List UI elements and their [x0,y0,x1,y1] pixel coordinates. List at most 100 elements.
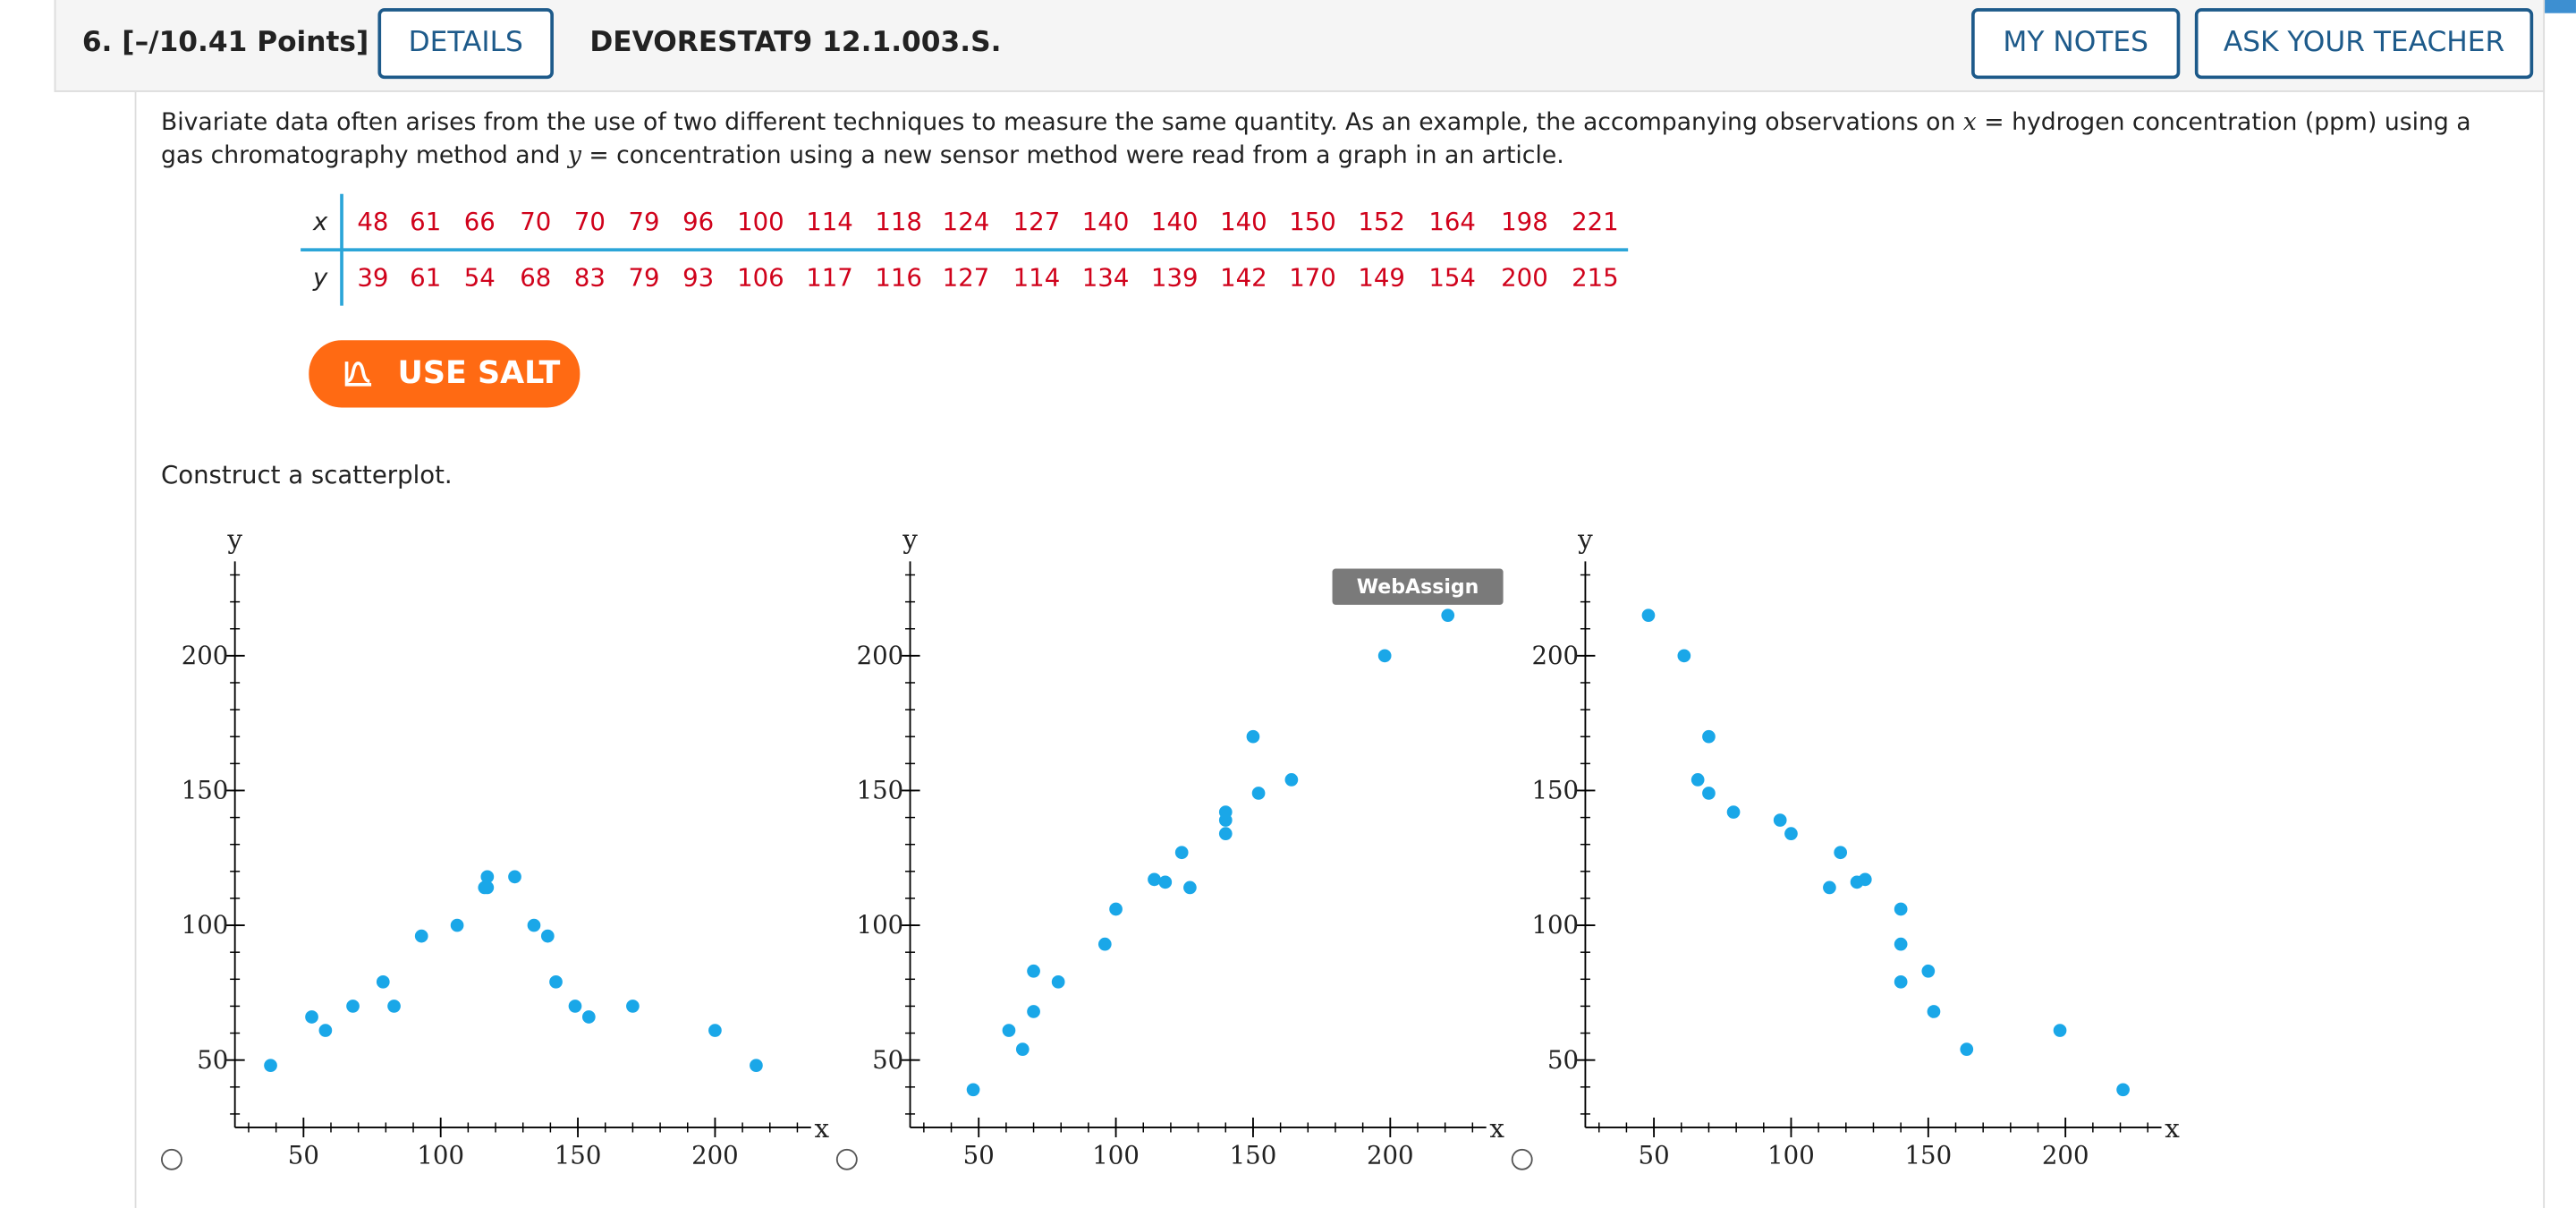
my-notes-button[interactable]: MY NOTES [1971,8,2181,80]
y-value-cell: 68 [520,262,552,293]
scatter-point [1015,1042,1030,1056]
table-divider-horizontal [301,248,1629,252]
scatter-point [305,1010,318,1024]
scatter-point [1097,937,1112,951]
x-tick-label: 100 [1767,1141,1815,1170]
intro-yvar: y [567,141,581,169]
scatter-point [1921,964,1936,978]
scatter-point [2053,1024,2067,1037]
x-tick-label: 200 [2042,1141,2089,1170]
scatter-point [1690,773,1705,787]
y-tick-label: 200 [1531,642,1579,670]
x-value-cell: 152 [1358,207,1405,237]
scatter-point [1834,846,1848,860]
webassign-plot-tooltip: WebAssign Plot [1332,568,1504,634]
x-tick-label: 100 [417,1141,464,1170]
scatter-point [450,918,464,932]
construct-prompt: Construct a scatterplot. [160,460,453,490]
scatter-point [1677,649,1691,663]
x-tick-label: 200 [1367,1141,1414,1170]
y-value-cell: 200 [1501,262,1548,293]
scatter-point [2116,1083,2130,1097]
scatter-point [1109,902,1123,916]
y-value-cell: 170 [1289,262,1336,293]
scatter-point [318,1024,333,1037]
y-tick-label: 150 [857,777,904,805]
y-value-cell: 106 [737,262,784,293]
x-value-cell: 140 [1220,207,1267,237]
scatterplot-svg: 50 100 150 200 50 100 150 200 x y [1531,524,2180,1170]
radio-option-b[interactable] [835,1148,858,1170]
scatter-point [387,1000,401,1013]
y-value-cell: 114 [1013,262,1061,293]
x-tick-label: 150 [555,1141,602,1170]
scatter-point [708,1024,722,1037]
x-value-cell: 70 [520,207,552,237]
intro-text-2: = hydrogen concentration (ppm) using a g… [160,110,2471,169]
radio-option-c[interactable] [1511,1148,1533,1170]
radio-option-a[interactable] [160,1148,182,1170]
scatterplot-svg: 50 100 150 200 50 100 150 200 x y [857,524,1505,1170]
question-code: DEVORESTAT9 12.1.003.S. [589,26,1002,60]
y-row-label: y [312,262,328,293]
y-tick-label: 150 [1531,777,1579,805]
y-value-cell: 79 [628,262,660,293]
scatter-point [1027,1005,1040,1018]
x-row-label: x [312,207,328,237]
y-tick-label: 150 [182,777,229,805]
scatter-point [1894,902,1908,916]
x-value-cell: 140 [1081,207,1130,237]
scatter-point [1183,880,1197,895]
y-value-cell: 39 [357,262,389,293]
scatter-point [1702,729,1716,744]
scatter-point [1773,813,1787,827]
ask-teacher-button[interactable]: ASK YOUR TEACHER [2194,8,2534,80]
y-value-cell: 83 [573,262,606,293]
x-value-cell: 164 [1428,207,1476,237]
intro-xvar: x [1962,110,1977,137]
y-value-cell: 134 [1081,262,1130,293]
scatterplot-option-a: 50 100 150 200 50 100 150 200 x y [161,509,830,1199]
y-value-cell: 154 [1428,262,1476,293]
x-tick-label: 200 [691,1141,739,1170]
x-value-cell: 198 [1501,207,1548,237]
scatter-point [1218,805,1233,819]
intro-text-3: = concentration using a new sensor metho… [580,141,1564,169]
scatter-point [568,1000,582,1013]
question-intro: Bivariate data often arises from the use… [161,108,2494,173]
y-value-cell: 93 [682,262,715,293]
use-salt-button[interactable]: USE SALT [309,340,580,408]
scatter-point [1002,1024,1016,1037]
scatter-point [1641,608,1656,623]
scatter-point [1284,773,1299,787]
scatter-point [1246,729,1260,744]
y-tick-label: 200 [857,642,904,670]
x-value-cell: 127 [1013,207,1061,237]
y-value-cell: 117 [806,262,853,293]
x-value-cell: 124 [942,207,990,237]
scatter-point [581,1010,596,1024]
scatter-point [966,1083,980,1097]
scatter-point [376,974,390,989]
x-value-cell: 118 [875,207,922,237]
details-button[interactable]: DETAILS [377,8,554,80]
scatter-point [1218,827,1233,840]
salt-chart-icon [344,362,372,387]
scatter-point [346,1000,360,1013]
y-value-cell: 54 [463,262,496,293]
x-value-cell: 221 [1572,207,1619,237]
y-value-cell: 215 [1572,262,1619,293]
scatter-point [1174,846,1189,860]
y-tick-label: 100 [1531,911,1579,940]
intro-text-1: Bivariate data often arises from the use… [160,110,1963,137]
x-axis-label: x [1489,1113,1504,1144]
scatter-point [1377,649,1392,663]
y-value-cell: 149 [1358,262,1405,293]
scatter-point [1784,827,1798,840]
x-tick-label: 100 [1092,1141,1140,1170]
scatter-point [1148,872,1161,887]
scatter-point [264,1059,277,1073]
scatter-point [1894,937,1908,951]
scatter-point [1894,974,1908,989]
scatter-point [1702,787,1716,800]
